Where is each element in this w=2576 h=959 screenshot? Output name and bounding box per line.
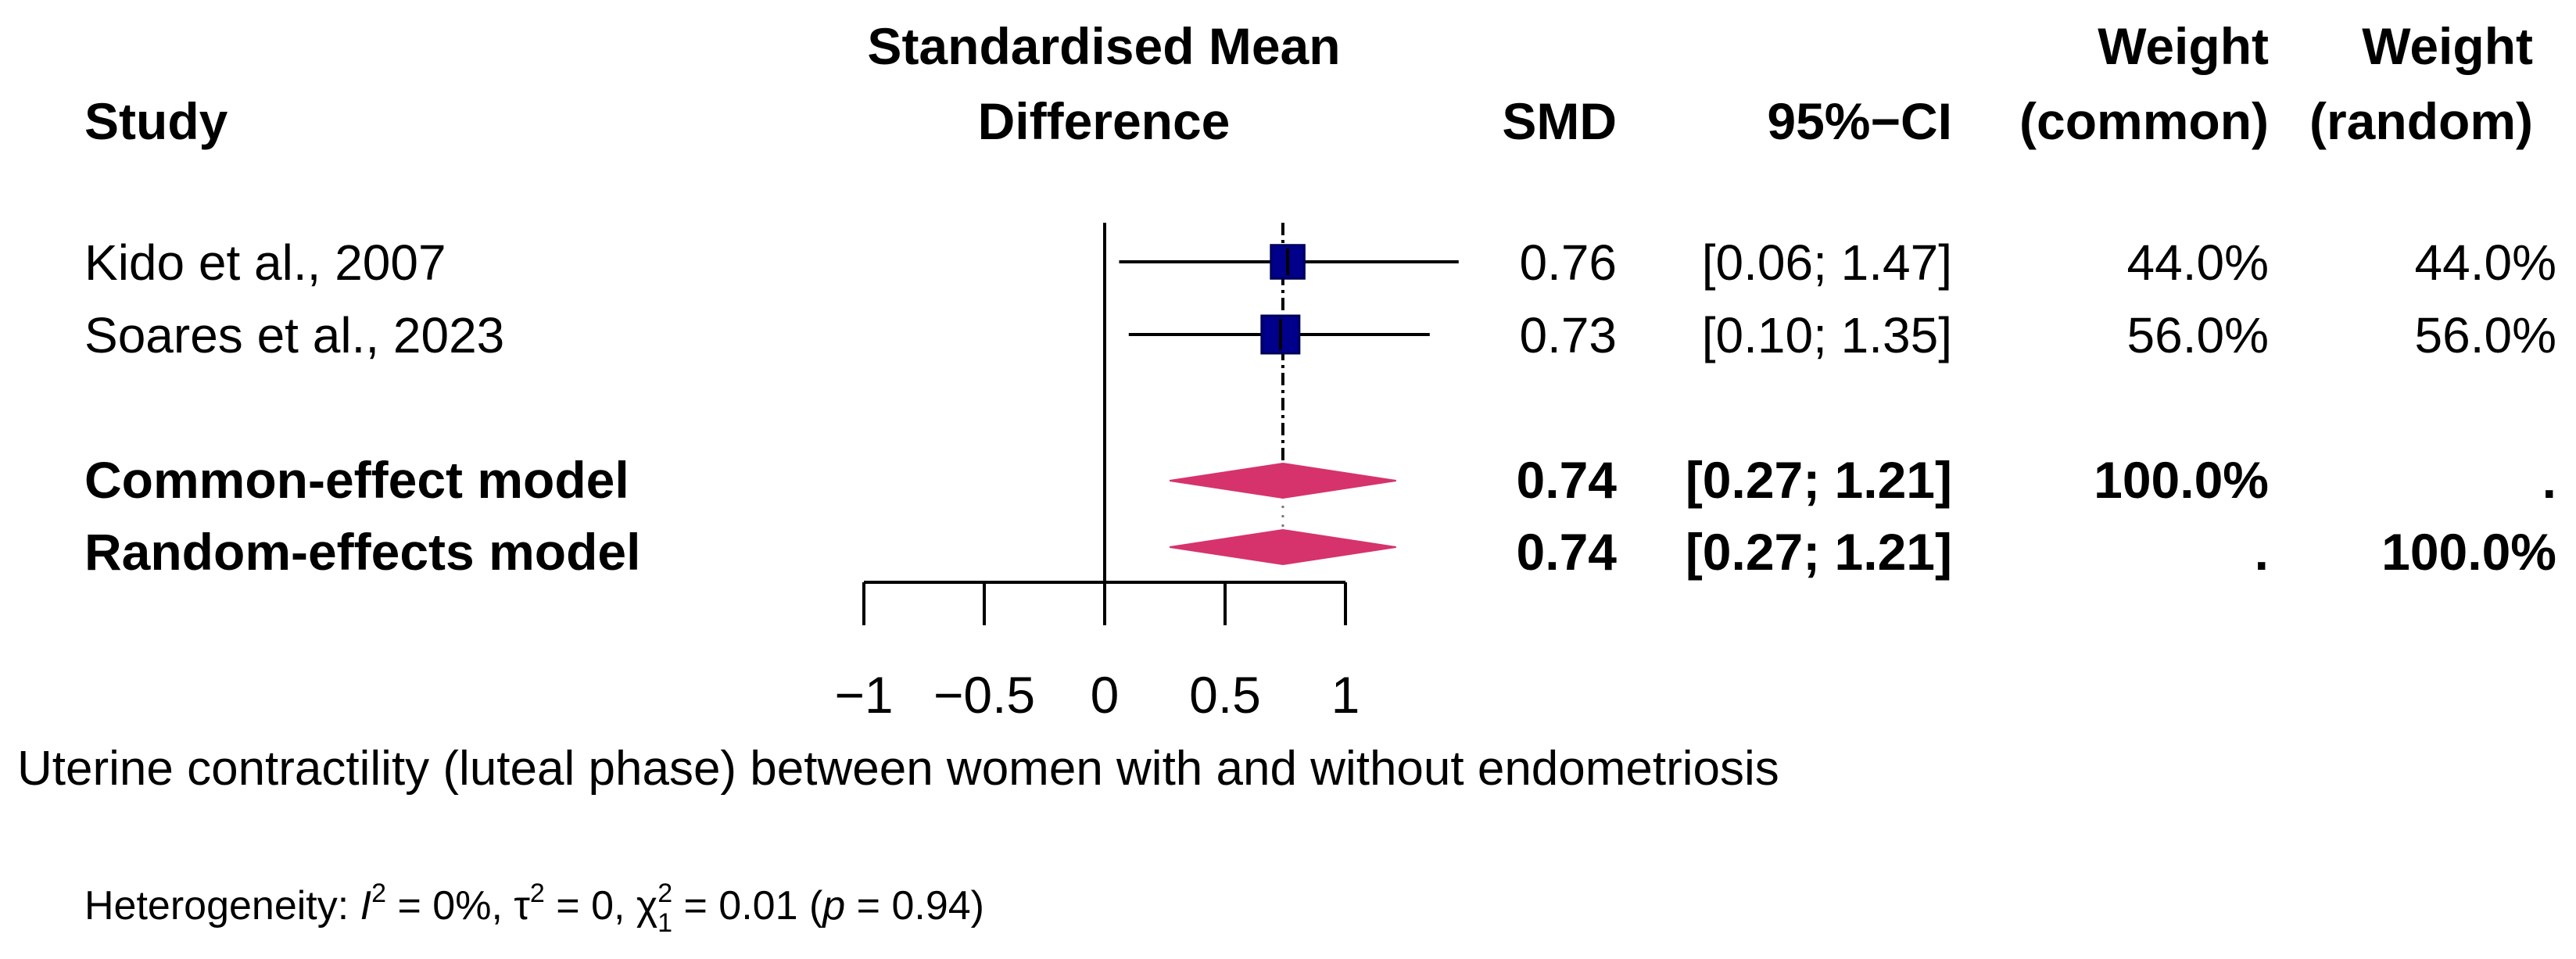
header-effect-line2: Difference bbox=[978, 92, 1231, 150]
study-smd: 0.73 bbox=[1519, 307, 1617, 363]
chi-value: = 0.01 ( bbox=[672, 883, 823, 929]
model-smd: 0.74 bbox=[1517, 451, 1618, 509]
x-tick-label: 1 bbox=[1331, 666, 1360, 724]
model-weight-common: 100.0% bbox=[2094, 451, 2269, 509]
header-weight-random-line2: (random) bbox=[2309, 92, 2533, 150]
x-tick-label: 0 bbox=[1091, 666, 1120, 724]
header-weight-common-line1: Weight bbox=[2098, 17, 2269, 75]
model-rows: Common-effect model 0.74 [0.27; 1.21] 10… bbox=[84, 451, 2556, 581]
chi-symbol: χ bbox=[636, 883, 657, 929]
tau-symbol: τ bbox=[514, 883, 530, 929]
header-effect-line1: Standardised Mean bbox=[867, 17, 1340, 75]
heterogeneity-prefix: Heterogeneity: bbox=[84, 883, 360, 929]
header-weight-common-line2: (common) bbox=[2019, 92, 2269, 150]
column-headers: Study Standardised Mean Difference SMD 9… bbox=[84, 17, 2533, 150]
model-ci: [0.27; 1.21] bbox=[1686, 523, 1952, 581]
study-weight-random: 44.0% bbox=[2415, 234, 2556, 291]
study-rows: Kido et al., 2007 0.76 [0.06; 1.47] 44.0… bbox=[84, 234, 2556, 363]
study-label: Kido et al., 2007 bbox=[84, 234, 446, 291]
plot-marks bbox=[1103, 223, 1459, 582]
model-weight-random: . bbox=[2542, 451, 2556, 509]
i2-exponent: 2 bbox=[371, 878, 386, 908]
x-tick-label: 0.5 bbox=[1189, 666, 1261, 724]
study-weight-common: 44.0% bbox=[2127, 234, 2269, 291]
header-study: Study bbox=[84, 92, 228, 150]
header-ci: 95%−CI bbox=[1767, 92, 1952, 150]
study-ci: [0.10; 1.35] bbox=[1702, 307, 1952, 363]
chi-subscript: 1 bbox=[657, 908, 672, 938]
common-effect-diamond bbox=[1170, 462, 1396, 499]
i2-symbol: I bbox=[360, 883, 371, 929]
model-ci: [0.27; 1.21] bbox=[1686, 451, 1952, 509]
i2-value: = 0%, bbox=[386, 883, 514, 929]
x-tick-label: −1 bbox=[834, 666, 893, 724]
model-smd: 0.74 bbox=[1517, 523, 1618, 581]
p-symbol: p bbox=[821, 883, 845, 929]
x-axis-label: Uterine contractility (luteal phase) bet… bbox=[17, 742, 1779, 796]
model-label: Random-effects model bbox=[84, 523, 640, 581]
header-weight-random-line1: Weight bbox=[2362, 17, 2533, 75]
model-weight-common: . bbox=[2255, 523, 2269, 581]
random-effects-diamond bbox=[1170, 528, 1396, 566]
chi-exponent: 2 bbox=[657, 878, 672, 908]
x-axis: −1 −0.5 0 0.5 1 Uterine contractility (l… bbox=[17, 581, 1779, 796]
study-weight-random: 56.0% bbox=[2415, 307, 2556, 363]
study-ci: [0.06; 1.47] bbox=[1702, 234, 1952, 291]
x-tick-label: −0.5 bbox=[933, 666, 1035, 724]
p-value: = 0.94) bbox=[845, 883, 984, 929]
heterogeneity-text: Heterogeneity: I2 = 0%, τ2 = 0, χ2 1 = 0.… bbox=[84, 878, 984, 938]
tau-exponent: 2 bbox=[530, 878, 545, 908]
model-weight-random: 100.0% bbox=[2381, 523, 2556, 581]
model-label: Common-effect model bbox=[84, 451, 629, 509]
study-label: Soares et al., 2023 bbox=[84, 307, 504, 363]
study-smd: 0.76 bbox=[1519, 234, 1617, 291]
study-weight-common: 56.0% bbox=[2127, 307, 2269, 363]
header-smd: SMD bbox=[1502, 92, 1617, 150]
tau-value: = 0, bbox=[545, 883, 636, 929]
